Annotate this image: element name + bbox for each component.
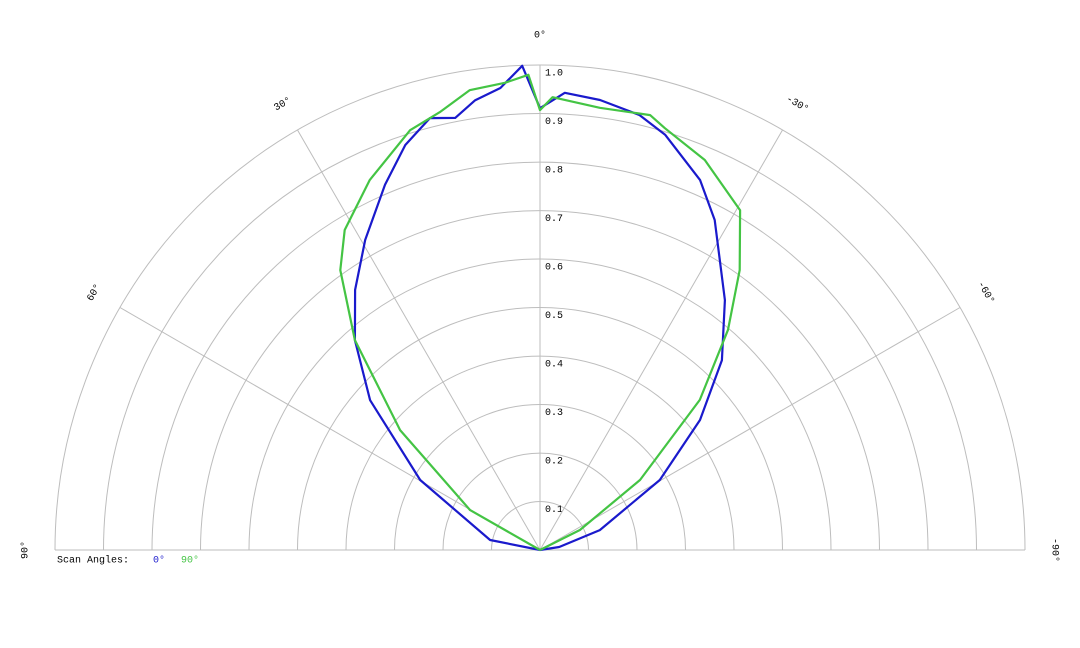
grid-spoke: [539, 307, 961, 551]
theta-tick-label: 0°: [534, 30, 546, 42]
legend-label: 90°: [181, 555, 199, 567]
r-tick-label: 1.0: [545, 69, 563, 80]
r-tick-label: 0.2: [545, 457, 563, 468]
grid-spoke: [297, 129, 541, 551]
grid-spoke: [539, 129, 783, 551]
legend-label: 0°: [153, 555, 165, 567]
r-tick-label: 0.4: [545, 360, 563, 371]
series-line: [353, 64, 726, 552]
r-tick-label: 0.6: [545, 263, 563, 274]
theta-tick-label: -30°: [784, 93, 811, 115]
theta-tick-label: 90°: [20, 541, 32, 559]
theta-tick-label: -60°: [974, 279, 996, 306]
r-tick-label: 0.8: [545, 166, 563, 177]
r-tick-label: 0.9: [545, 117, 563, 128]
r-tick-label: 0.1: [545, 505, 563, 516]
r-tick-label: 0.3: [545, 408, 563, 419]
r-tick-label: 0.5: [545, 311, 563, 322]
legend-title: Scan Angles:: [57, 555, 129, 567]
theta-tick-label: 30°: [272, 95, 294, 114]
theta-tick-label: -90°: [1048, 538, 1060, 562]
r-tick-label: 0.7: [545, 214, 563, 225]
series-line: [339, 73, 742, 551]
theta-tick-label: 60°: [85, 282, 104, 304]
